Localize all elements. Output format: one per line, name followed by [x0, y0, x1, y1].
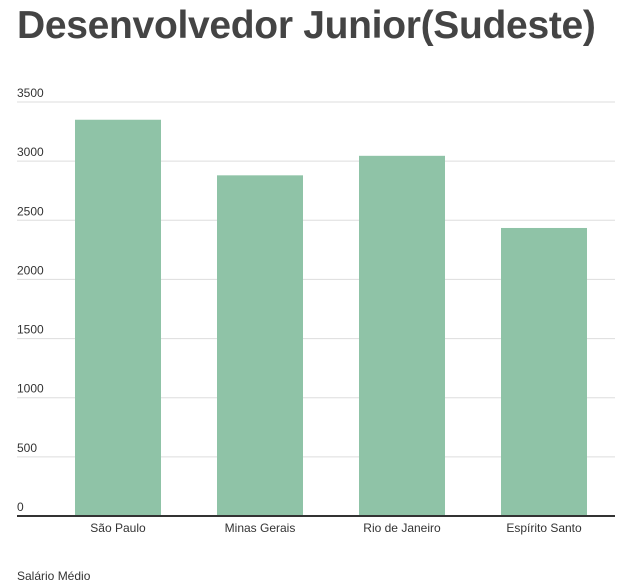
x-tick-label: Espírito Santo	[506, 521, 582, 535]
y-tick-label: 1000	[17, 382, 44, 396]
y-tick-label: 500	[17, 441, 37, 455]
y-tick-label: 1500	[17, 323, 44, 337]
y-tick-label: 2000	[17, 263, 44, 277]
y-tick-label: 0	[17, 500, 24, 514]
y-axis-ticks: 0 500 1000 1500 2000 2500 3000 3500	[17, 86, 44, 514]
series-label: Salário Médio	[17, 569, 91, 583]
bars	[75, 119, 587, 516]
y-tick-label: 3000	[17, 145, 44, 159]
x-tick-label: Minas Gerais	[225, 521, 296, 535]
bar	[501, 227, 587, 516]
y-tick-label: 2500	[17, 204, 44, 218]
bar	[75, 119, 161, 516]
y-tick-label: 3500	[17, 86, 44, 100]
x-tick-label: São Paulo	[90, 521, 146, 535]
chart-title: Desenvolvedor Junior(Sudeste)	[17, 4, 596, 47]
bar	[217, 175, 303, 516]
x-axis-labels: São Paulo Minas Gerais Rio de Janeiro Espír…	[90, 521, 582, 535]
bar	[359, 155, 445, 516]
x-tick-label: Rio de Janeiro	[363, 521, 441, 535]
